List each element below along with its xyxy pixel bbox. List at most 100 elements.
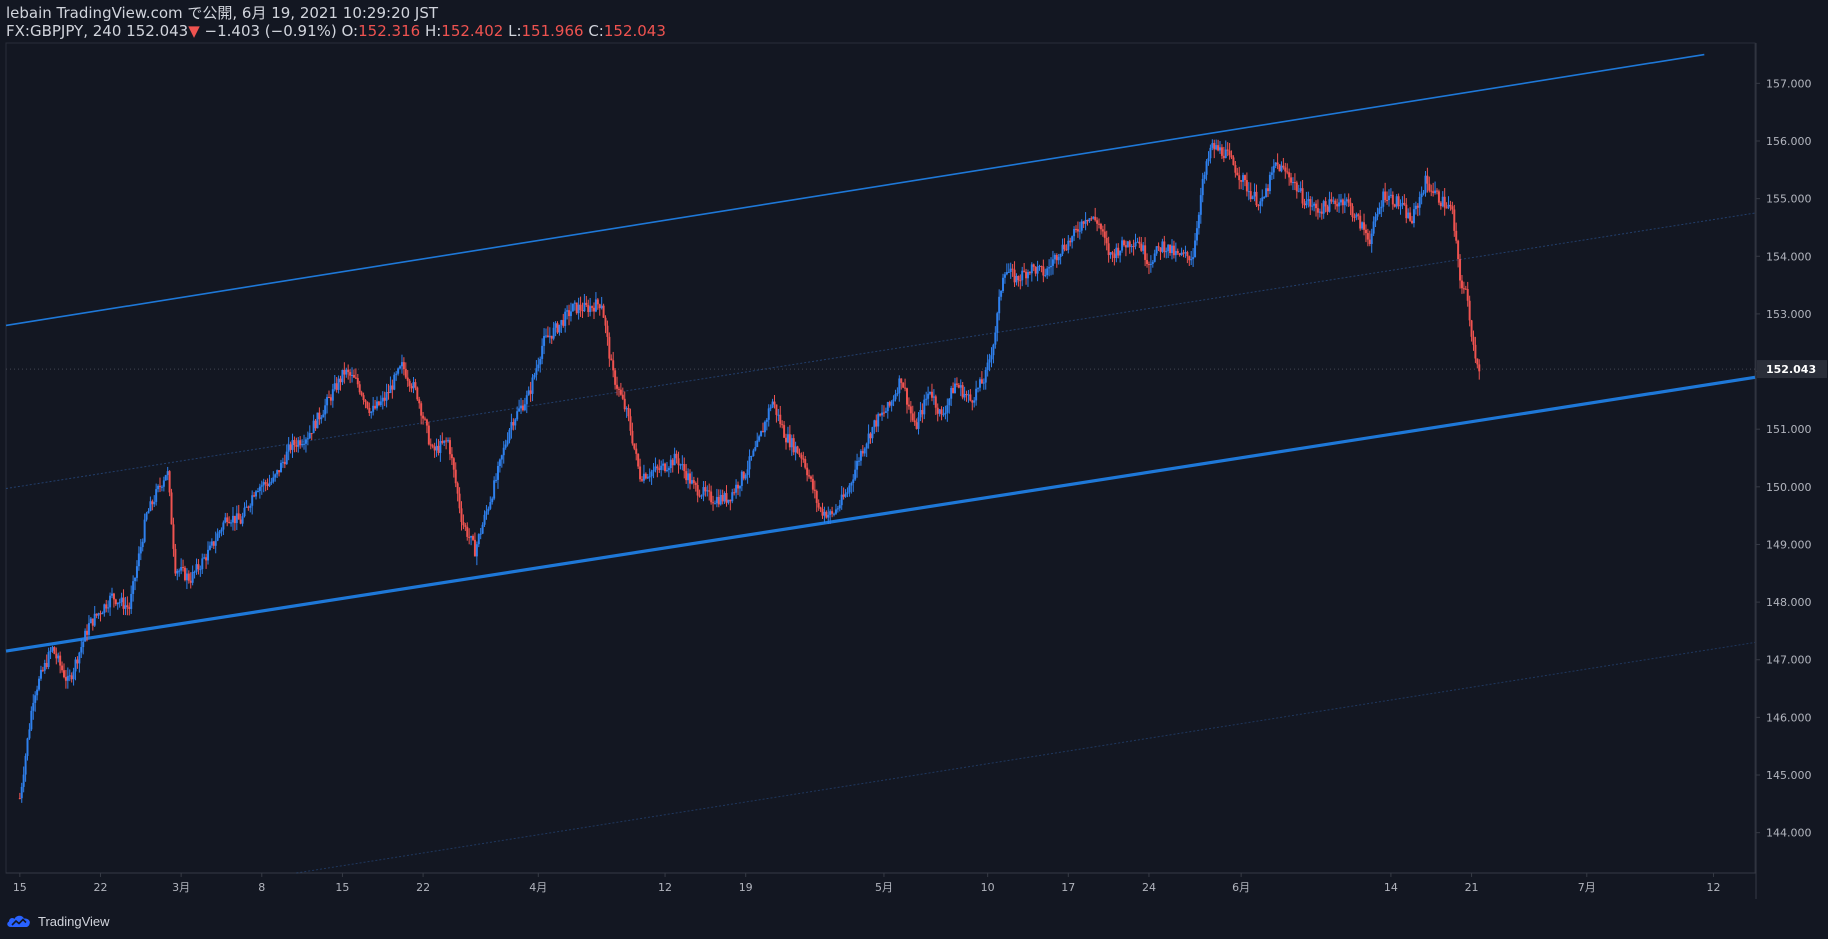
candle-body <box>1220 147 1223 156</box>
time-tick-label: 21 <box>1465 881 1479 894</box>
candle-body <box>1178 253 1181 255</box>
channel-mid-line[interactable] <box>5 212 1756 490</box>
candle-body <box>1224 149 1227 159</box>
candle-body <box>441 441 444 443</box>
candle-body <box>696 485 699 496</box>
candle-body <box>641 479 643 481</box>
candle-body <box>900 378 903 383</box>
chart-frame <box>5 42 1757 899</box>
candle-body <box>337 378 340 390</box>
candles <box>18 139 1481 803</box>
candle-body <box>527 390 530 396</box>
candle-body <box>725 493 728 503</box>
candle-body <box>145 513 148 520</box>
candle-body <box>779 414 782 425</box>
candle-body <box>882 412 885 414</box>
candle-body <box>886 402 889 412</box>
candle-body <box>324 405 327 415</box>
time-tick-label: 12 <box>658 881 672 894</box>
candle-body <box>961 385 964 398</box>
candle-body <box>1034 266 1037 274</box>
candle-body <box>1297 190 1300 192</box>
candle-body <box>731 492 734 502</box>
candle-body <box>272 477 275 482</box>
price-tick-label: 147.000 <box>1766 654 1812 667</box>
brand-name[interactable]: TradingView <box>38 913 110 929</box>
candle-body <box>466 526 469 537</box>
candle-body <box>619 389 622 395</box>
candle-body <box>627 408 630 417</box>
candle-body <box>120 597 123 603</box>
candle-body <box>1007 271 1010 273</box>
tradingview-cloud-icon[interactable] <box>6 913 32 929</box>
candle-body <box>395 373 398 375</box>
candle-body <box>665 470 668 472</box>
channel-upper-line[interactable] <box>5 53 1705 327</box>
candle-body <box>904 387 907 389</box>
candle-body <box>612 360 615 371</box>
candle-body <box>1399 205 1402 207</box>
candle-body <box>998 296 1001 314</box>
candle-body <box>740 471 743 486</box>
candle-body <box>228 521 231 523</box>
candle-body <box>178 570 181 572</box>
candle-body <box>400 362 403 367</box>
candle-body <box>283 461 286 465</box>
price-change: −1.403 (−0.91%) <box>204 22 337 40</box>
candle-body <box>205 557 208 561</box>
candle-body <box>1050 265 1053 268</box>
candle-body <box>383 397 386 401</box>
candle-body <box>1391 194 1394 205</box>
candle-body <box>798 453 801 455</box>
candle-body <box>1445 207 1448 209</box>
candle-body <box>132 581 135 594</box>
candle-body <box>909 406 912 414</box>
candle-body <box>439 441 442 453</box>
candle-body <box>1055 255 1058 261</box>
candle-body <box>952 387 955 394</box>
candle-body <box>1309 199 1312 207</box>
candle-body <box>385 392 388 401</box>
trend-channel <box>5 53 1756 874</box>
candle-body <box>1397 196 1400 206</box>
candle-body <box>990 355 993 360</box>
candle-body <box>182 567 185 569</box>
channel-lower-line[interactable] <box>5 375 1756 653</box>
candle-body <box>212 541 215 546</box>
candle-body <box>159 485 162 487</box>
candle-body <box>1000 290 1003 297</box>
candle-body <box>1080 221 1083 231</box>
candle-body <box>685 471 688 481</box>
candle-body <box>788 434 791 448</box>
candle-body <box>343 369 346 375</box>
candle-body <box>1318 211 1321 213</box>
low-label: L: <box>508 22 522 40</box>
candle-body <box>959 385 962 388</box>
candle-body <box>944 412 947 415</box>
price-tick-label: 154.000 <box>1766 250 1812 263</box>
candle-body <box>881 412 884 416</box>
candle-body <box>1240 180 1243 182</box>
candle-body <box>255 491 258 497</box>
price-tick-label: 146.000 <box>1766 711 1812 724</box>
symbol-label[interactable]: FX:GBPJPY, 240 <box>6 22 122 40</box>
candle-body <box>521 405 524 411</box>
candle-body <box>936 407 939 414</box>
candle-body <box>1336 204 1339 207</box>
candle-body <box>220 529 223 532</box>
channel-bottom-line[interactable] <box>296 641 1756 874</box>
candle-body <box>938 409 941 414</box>
candle-body <box>176 570 179 574</box>
candle-body <box>278 470 281 473</box>
candle-body <box>717 496 720 505</box>
candle-body <box>535 368 538 375</box>
candle-body <box>1115 247 1118 259</box>
time-tick-label: 15 <box>335 881 349 894</box>
candle-body <box>550 335 553 339</box>
candle-body <box>1278 164 1281 172</box>
candle-body <box>765 419 768 422</box>
candle-body <box>930 391 933 398</box>
candle-body <box>91 618 94 626</box>
candle-body <box>1147 264 1150 266</box>
